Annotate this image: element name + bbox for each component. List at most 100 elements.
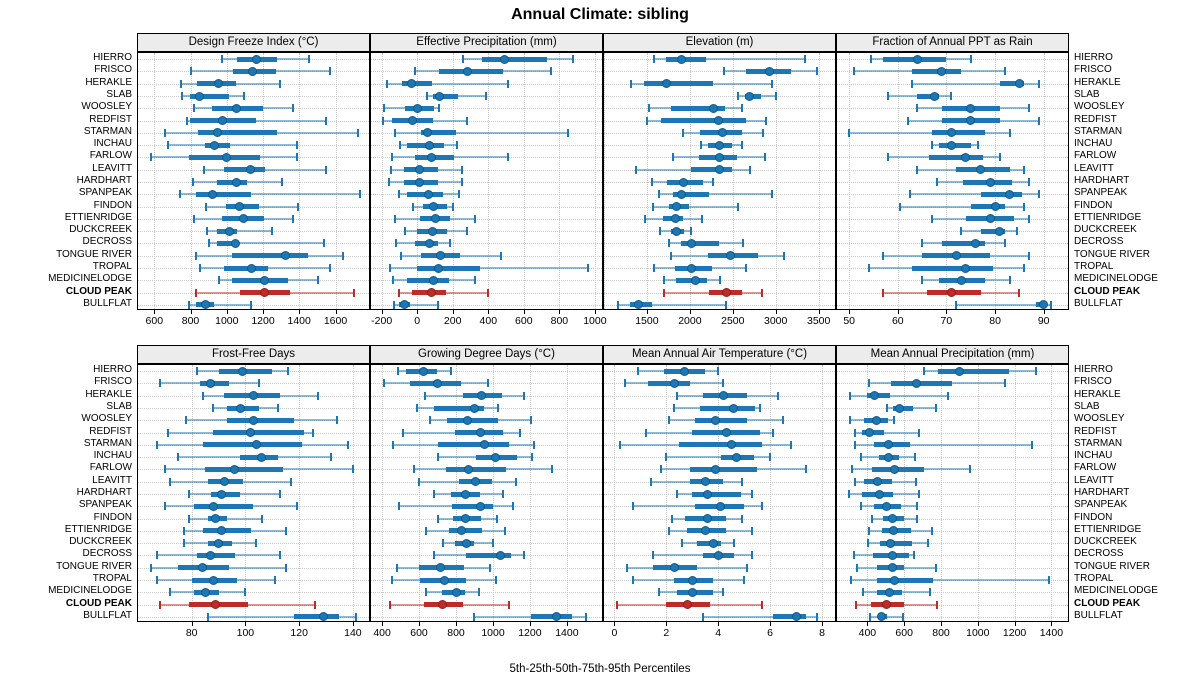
percentile-row <box>138 53 369 309</box>
percentile-row <box>138 53 369 309</box>
percentile-row <box>604 53 835 309</box>
panel-strip-title: Fraction of Annual PPT as Rain <box>872 36 1033 48</box>
x-axis-tick-label: 1200 <box>1002 627 1027 639</box>
station-label-left: HARDHART <box>76 175 132 186</box>
row-guide <box>371 383 602 385</box>
row-guide <box>371 169 602 171</box>
percentile-row <box>837 365 1068 621</box>
percentile-row <box>604 365 835 621</box>
row-guide <box>604 218 835 220</box>
x-axis-tick-label: 1200 <box>251 315 275 327</box>
row-guide <box>371 59 602 61</box>
x-axis-tick <box>995 310 997 314</box>
panel-strip-title: Mean Annual Air Temperature (°C) <box>631 348 808 360</box>
percentile-row <box>604 53 835 309</box>
row-guide <box>138 120 369 122</box>
x-axis-tick <box>666 622 668 626</box>
x-axis-tick-label: 600 <box>515 315 533 327</box>
row-guide <box>138 292 369 294</box>
percentile-row <box>837 365 1068 621</box>
station-label-left: TROPAL <box>92 573 132 584</box>
x-axis-tick-label: 50 <box>843 315 856 327</box>
percentile-row <box>604 365 835 621</box>
x-axis-tick-label: 600 <box>895 627 913 639</box>
row-guide <box>138 616 369 618</box>
row-guide <box>604 567 835 569</box>
percentile-row <box>138 53 369 309</box>
station-label-left: TONGUE RIVER <box>56 560 132 572</box>
percentile-row <box>837 53 1068 309</box>
row-guide <box>138 580 369 581</box>
row-guide <box>837 96 1068 97</box>
row-guide <box>604 604 835 606</box>
percentile-row <box>371 53 602 309</box>
x-gridline <box>822 365 823 621</box>
x-axis-tick-label: 400 <box>858 627 877 639</box>
x-gridline <box>995 53 997 309</box>
row-guide <box>371 616 602 618</box>
percentile-row <box>837 365 1068 621</box>
station-label-right: TROPAL <box>1074 573 1114 584</box>
panel-strip-title: Frost-Free Days <box>211 348 296 360</box>
x-axis-tick-label: 1000 <box>966 627 990 639</box>
x-axis-tick <box>263 310 264 314</box>
x-gridline <box>904 365 906 621</box>
row-guide <box>837 83 1068 85</box>
x-axis-tick <box>614 622 616 626</box>
station-label-left: WOOSLEY <box>81 101 132 113</box>
row-guide <box>371 280 602 282</box>
row-guide <box>371 132 602 134</box>
x-axis-tick-label: 1400 <box>555 627 579 639</box>
station-label-left: INCHAU <box>93 138 132 150</box>
station-label-right: BULLFLAT <box>1074 297 1123 309</box>
row-guide <box>604 194 835 196</box>
row-guide <box>138 371 369 373</box>
station-label-right: STARMAN <box>1074 125 1123 137</box>
station-label-left: HERAKLE <box>85 388 132 400</box>
row-guide <box>837 543 1068 545</box>
percentile-row <box>138 365 369 621</box>
percentile-row <box>837 365 1068 621</box>
percentile-row <box>138 53 369 309</box>
station-label-left: FRISCO <box>94 376 132 388</box>
percentile-row <box>837 365 1068 621</box>
percentile-row <box>604 53 835 309</box>
percentile-row <box>138 53 369 309</box>
percentile-row <box>604 53 835 309</box>
x-axis-tick-label: 1000 <box>583 315 607 327</box>
station-label-left: REDFIST <box>89 113 132 125</box>
station-label-left: TROPAL <box>92 261 132 272</box>
percentile-row <box>604 53 835 309</box>
percentile-row <box>604 365 835 621</box>
x-gridline <box>299 53 301 309</box>
row-guide <box>604 408 835 409</box>
row-guide <box>837 604 1068 606</box>
row-guide <box>837 243 1068 245</box>
row-guide <box>138 71 369 73</box>
row-guide <box>371 543 602 545</box>
x-gridline <box>604 53 605 309</box>
row-guide <box>371 231 602 233</box>
row-guide <box>138 518 369 520</box>
station-label-left: HARDHART <box>76 487 132 498</box>
percentile-row <box>138 365 369 621</box>
percentile-row <box>138 365 369 621</box>
row-guide <box>138 383 369 385</box>
percentile-row <box>604 365 835 621</box>
x-axis-tick <box>775 310 777 314</box>
station-label-right: DECROSS <box>1074 548 1124 560</box>
row-guide <box>371 120 602 122</box>
station-label-left: FARLOW <box>89 462 132 474</box>
row-guide <box>837 132 1068 134</box>
percentile-row <box>837 365 1068 621</box>
percentile-row <box>837 53 1068 309</box>
station-label-left: TONGUE RIVER <box>56 248 132 260</box>
percentile-row <box>138 53 369 309</box>
station-label-right: LEAVITT <box>1074 162 1114 174</box>
row-guide <box>837 218 1068 220</box>
percentile-row <box>371 53 602 309</box>
row-guide <box>604 145 835 147</box>
x-axis-tick <box>1051 622 1053 626</box>
row-guide <box>371 157 602 159</box>
row-guide <box>371 457 602 459</box>
